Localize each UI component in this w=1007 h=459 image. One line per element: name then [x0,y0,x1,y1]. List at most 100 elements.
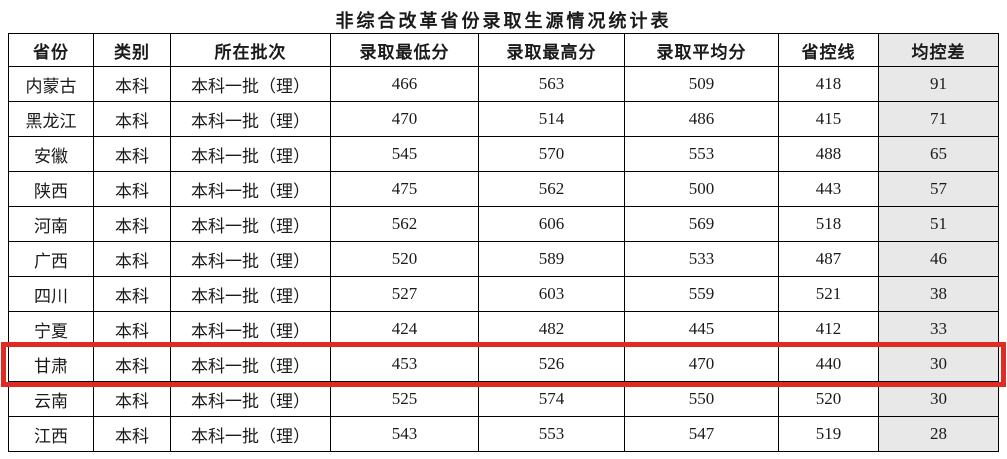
table-row: 甘肃 本科 本科一批（理） 453 526 470 440 30 [8,346,999,382]
table-row: 河南 本科 本科一批（理） 562 606 569 518 51 [8,206,999,242]
table-cell: 533 [624,241,779,277]
table-cell: 603 [478,276,625,312]
table-cell: 589 [478,241,625,277]
table-cell: 河南 [8,206,94,242]
table-cell: 30 [878,381,999,417]
table-cell: 520 [330,241,479,277]
table-cell: 569 [624,206,779,242]
table-cell: 云南 [8,381,94,417]
table-cell: 574 [478,381,625,417]
table-cell: 445 [624,311,779,347]
table-cell: 562 [330,206,479,242]
table-cell: 553 [624,136,779,172]
table-row: 内蒙古 本科 本科一批（理） 466 563 509 418 91 [8,66,999,102]
table-cell: 本科 [93,311,171,347]
table-cell: 本科一批（理） [170,136,331,172]
table-cell: 本科 [93,346,171,382]
table-cell: 418 [778,66,879,102]
table-row: 江西 本科 本科一批（理） 543 553 547 519 28 [8,416,999,452]
table-cell: 广西 [8,241,94,277]
table-cell: 91 [878,66,999,102]
table-cell: 553 [478,416,625,452]
table-cell: 本科一批（理） [170,206,331,242]
table-cell: 内蒙古 [8,66,94,102]
column-header: 录取平均分 [624,33,779,67]
table-cell: 本科 [93,101,171,137]
table-cell: 本科 [93,206,171,242]
table-cell: 38 [878,276,999,312]
table-cell: 65 [878,136,999,172]
header-row: 省份 类别 所在批次 录取最低分 录取最高分 录取平均分 省控线 均控差 [8,33,999,67]
table-cell: 本科 [93,381,171,417]
table-cell: 30 [878,346,999,382]
table-cell: 443 [778,171,879,207]
table-cell: 本科一批（理） [170,276,331,312]
table-cell: 本科一批（理） [170,416,331,452]
table-cell: 本科一批（理） [170,66,331,102]
table-cell: 475 [330,171,479,207]
table-cell: 519 [778,416,879,452]
table-cell: 486 [624,101,779,137]
table-cell: 415 [778,101,879,137]
table-cell: 563 [478,66,625,102]
table-cell: 527 [330,276,479,312]
table-cell: 488 [778,136,879,172]
column-header: 省份 [8,33,94,67]
table-cell: 482 [478,311,625,347]
table-body: 内蒙古 本科 本科一批（理） 466 563 509 418 91 黑龙江 本科 本科一批（理） 47… [8,66,999,452]
table-cell: 500 [624,171,779,207]
table-cell: 453 [330,346,479,382]
table-cell: 本科一批（理） [170,381,331,417]
table-cell: 本科一批（理） [170,101,331,137]
table-cell: 470 [330,101,479,137]
table-cell: 本科 [93,416,171,452]
table-row: 黑龙江 本科 本科一批（理） 470 514 486 415 71 [8,101,999,137]
table-row: 云南 本科 本科一批（理） 525 574 550 520 30 [8,381,999,417]
table-wrapper: 省份 类别 所在批次 录取最低分 录取最高分 录取平均分 省控线 均控差 内蒙古 本科 本科一批（… [0,33,1007,452]
table-cell: 51 [878,206,999,242]
table-cell: 545 [330,136,479,172]
table-cell: 514 [478,101,625,137]
table-cell: 46 [878,241,999,277]
column-header: 类别 [93,33,171,67]
table-cell: 562 [478,171,625,207]
table-cell: 本科 [93,276,171,312]
table-cell: 518 [778,206,879,242]
table-cell: 547 [624,416,779,452]
table-cell: 33 [878,311,999,347]
table-cell: 本科一批（理） [170,311,331,347]
table-cell: 本科一批（理） [170,346,331,382]
table-cell: 陕西 [8,171,94,207]
table-cell: 543 [330,416,479,452]
table-cell: 470 [624,346,779,382]
table-cell: 江西 [8,416,94,452]
table-cell: 黑龙江 [8,101,94,137]
table-cell: 570 [478,136,625,172]
table-cell: 526 [478,346,625,382]
table-cell: 本科 [93,66,171,102]
table-row: 四川 本科 本科一批（理） 527 603 559 521 38 [8,276,999,312]
table-cell: 520 [778,381,879,417]
column-header: 均控差 [878,33,999,67]
table-cell: 28 [878,416,999,452]
column-header: 所在批次 [170,33,331,67]
column-header: 省控线 [778,33,879,67]
column-header: 录取最低分 [330,33,479,67]
table-cell: 606 [478,206,625,242]
table-cell: 466 [330,66,479,102]
table-cell: 521 [778,276,879,312]
table-cell: 424 [330,311,479,347]
table-cell: 本科一批（理） [170,241,331,277]
stats-table: 省份 类别 所在批次 录取最低分 录取最高分 录取平均分 省控线 均控差 内蒙古 本科 本科一批（… [8,33,999,452]
table-cell: 四川 [8,276,94,312]
table-cell: 559 [624,276,779,312]
column-header: 录取最高分 [478,33,625,67]
table-cell: 71 [878,101,999,137]
table-cell: 本科 [93,136,171,172]
table-row: 宁夏 本科 本科一批（理） 424 482 445 412 33 [8,311,999,347]
page-title: 非综合改革省份录取生源情况统计表 [335,11,672,31]
table-row: 陕西 本科 本科一批（理） 475 562 500 443 57 [8,171,999,207]
table-cell: 甘肃 [8,346,94,382]
table-cell: 本科 [93,171,171,207]
table-cell: 安徽 [8,136,94,172]
